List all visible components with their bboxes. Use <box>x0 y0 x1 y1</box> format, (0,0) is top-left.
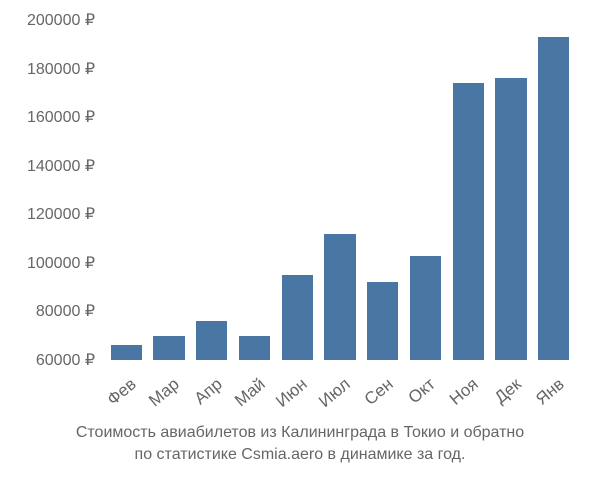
caption-line-1: Стоимость авиабилетов из Калининграда в … <box>76 424 524 441</box>
y-tick-label: 160000 ₽ <box>0 107 95 127</box>
bar <box>153 336 184 360</box>
y-tick-label: 100000 ₽ <box>0 253 95 273</box>
bar <box>196 321 227 360</box>
y-tick-label: 200000 ₽ <box>0 10 95 30</box>
price-chart: 60000 ₽ 80000 ₽ 100000 ₽ 120000 ₽ 140000 ₽ 16… <box>0 0 600 500</box>
bar <box>282 275 313 360</box>
bar <box>367 282 398 360</box>
bar <box>538 37 569 360</box>
y-tick-label: 60000 ₽ <box>0 350 95 370</box>
y-tick-label: 120000 ₽ <box>0 204 95 224</box>
bar <box>495 78 526 360</box>
caption-line-2: по статистике Csmia.aero в динамике за г… <box>135 446 466 463</box>
bar <box>453 83 484 360</box>
bar <box>410 256 441 360</box>
bar <box>239 336 270 360</box>
y-tick-label: 180000 ₽ <box>0 59 95 79</box>
plot-area <box>105 20 575 360</box>
y-tick-label: 80000 ₽ <box>0 301 95 321</box>
chart-caption: Стоимость авиабилетов из Калининграда в … <box>0 422 600 465</box>
bar <box>111 345 142 360</box>
y-tick-label: 140000 ₽ <box>0 156 95 176</box>
bar <box>324 234 355 360</box>
